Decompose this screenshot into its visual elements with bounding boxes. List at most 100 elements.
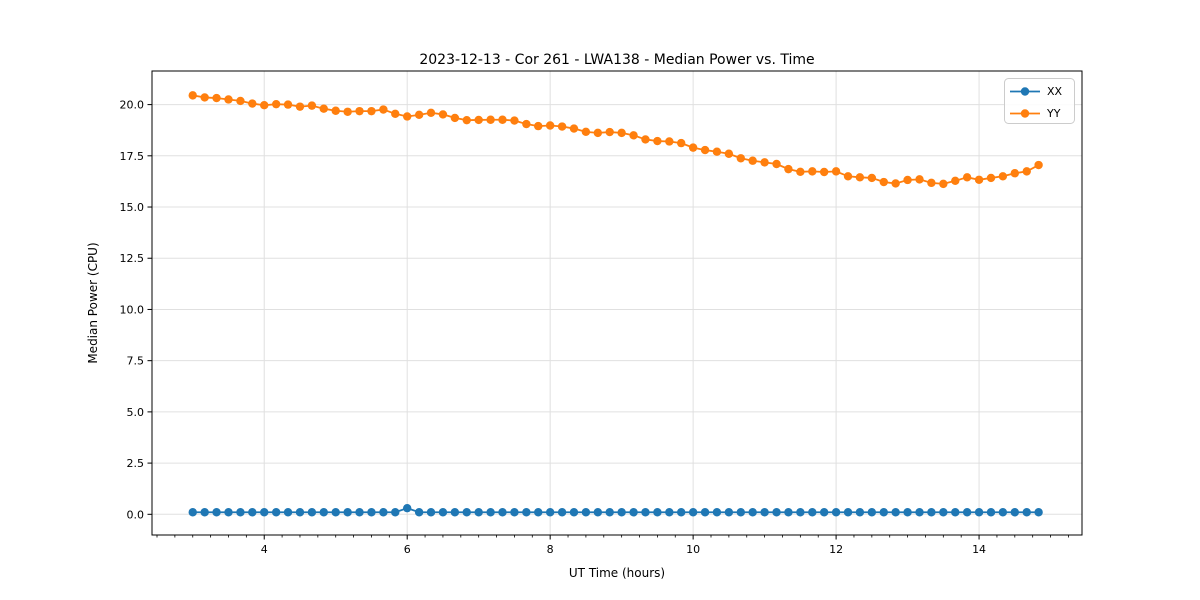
xx-marker — [307, 508, 317, 517]
yy-marker — [927, 178, 936, 188]
yy-marker — [1010, 169, 1020, 178]
xx-marker — [700, 508, 710, 517]
y-tick-label: 0.0 — [127, 508, 145, 521]
yy-marker — [379, 105, 388, 114]
yy-marker — [819, 167, 829, 177]
xx-marker — [1034, 508, 1043, 517]
xx-marker — [319, 508, 328, 517]
legend: XX YY — [1004, 78, 1075, 124]
xx-marker — [522, 508, 531, 517]
xx-marker — [212, 508, 221, 517]
yy-marker — [712, 147, 722, 156]
yy-marker — [557, 122, 567, 131]
x-tick-label: 10 — [686, 543, 700, 556]
x-tick-label: 8 — [547, 543, 554, 556]
yy-marker — [1022, 167, 1031, 176]
xx-marker — [819, 508, 829, 517]
xx-marker — [688, 508, 698, 517]
xx-marker — [593, 508, 603, 517]
xx-marker — [772, 508, 781, 517]
yy-marker — [248, 99, 257, 108]
legend-sample-marker-yy — [1020, 109, 1030, 118]
xx-marker — [414, 508, 424, 517]
yy-marker — [307, 101, 317, 110]
legend-samples — [1010, 87, 1040, 118]
legend-label-yy: YY — [1046, 107, 1061, 120]
xx-marker — [426, 508, 436, 517]
yy-marker — [569, 124, 579, 133]
xx-marker — [188, 508, 197, 517]
xx-marker — [438, 508, 448, 517]
yy-marker — [653, 136, 662, 146]
x-tick-label: 14 — [972, 543, 986, 556]
legend-label-xx: XX — [1047, 85, 1063, 98]
yy-marker — [426, 108, 436, 117]
xx-marker — [867, 508, 877, 517]
yy-marker — [760, 158, 769, 167]
xx-marker — [510, 508, 519, 517]
series-layer — [188, 91, 1043, 517]
y-axis-label: Median Power (CPU) — [86, 242, 100, 363]
yy-marker — [688, 143, 698, 152]
yy-marker — [903, 175, 912, 185]
yy-marker — [855, 173, 865, 182]
yy-marker — [200, 93, 209, 102]
y-tick-label: 15.0 — [120, 201, 145, 214]
yy-marker — [629, 131, 638, 140]
xx-marker — [891, 508, 900, 517]
yy-marker — [915, 175, 924, 184]
yy-marker — [522, 119, 531, 129]
legend-box — [1004, 78, 1075, 124]
yy-marker — [271, 99, 281, 109]
xx-marker — [796, 508, 805, 517]
xx-marker — [617, 508, 626, 517]
xx-marker — [391, 508, 400, 517]
xx-marker — [653, 508, 662, 517]
xx-marker — [951, 508, 960, 517]
yy-marker — [581, 127, 591, 137]
yy-marker — [498, 115, 507, 124]
legend-sample-marker-xx — [1020, 87, 1030, 96]
yy-marker — [510, 116, 519, 125]
yy-marker — [295, 102, 305, 111]
yy-marker — [736, 154, 746, 163]
yy-marker — [986, 173, 996, 183]
yy-marker — [724, 149, 734, 158]
y-tick-label: 7.5 — [127, 355, 145, 368]
y-tick-label: 5.0 — [127, 406, 145, 419]
xx-marker — [379, 508, 388, 517]
xx-marker — [224, 508, 233, 517]
yy-marker — [962, 173, 972, 182]
x-axis-label: UT Time (hours) — [569, 566, 665, 580]
xx-marker — [355, 508, 364, 517]
xx-marker — [200, 508, 209, 517]
xx-marker — [271, 508, 281, 517]
yy-marker — [974, 175, 984, 184]
x-tick-label: 12 — [829, 543, 843, 556]
y-tick-label: 10.0 — [120, 303, 145, 316]
xx-marker — [331, 508, 340, 517]
yy-marker — [796, 167, 805, 176]
xx-marker — [236, 508, 245, 517]
xx-marker — [903, 508, 912, 517]
xx-marker — [534, 508, 543, 517]
xx-marker — [1022, 508, 1031, 517]
xx-marker — [939, 508, 948, 517]
xx-marker — [915, 508, 924, 517]
xx-marker — [402, 503, 412, 513]
tick-label-layer: 4 6 8 10 12 14 0.0 2.5 5.0 7.5 10.0 12.5 15.0 17.5 20.… — [120, 99, 987, 556]
yy-marker — [486, 115, 495, 124]
yy-marker — [545, 121, 555, 130]
yy-marker — [772, 159, 781, 169]
yy-marker — [450, 113, 460, 123]
y-tick-label: 20.0 — [120, 99, 145, 112]
plot-border — [151, 70, 1083, 536]
yy-marker — [843, 172, 853, 181]
yy-marker — [391, 109, 400, 119]
xx-marker — [295, 508, 305, 517]
xx-marker — [831, 508, 841, 517]
x-tick-label: 6 — [404, 543, 411, 556]
yy-marker — [236, 96, 245, 106]
